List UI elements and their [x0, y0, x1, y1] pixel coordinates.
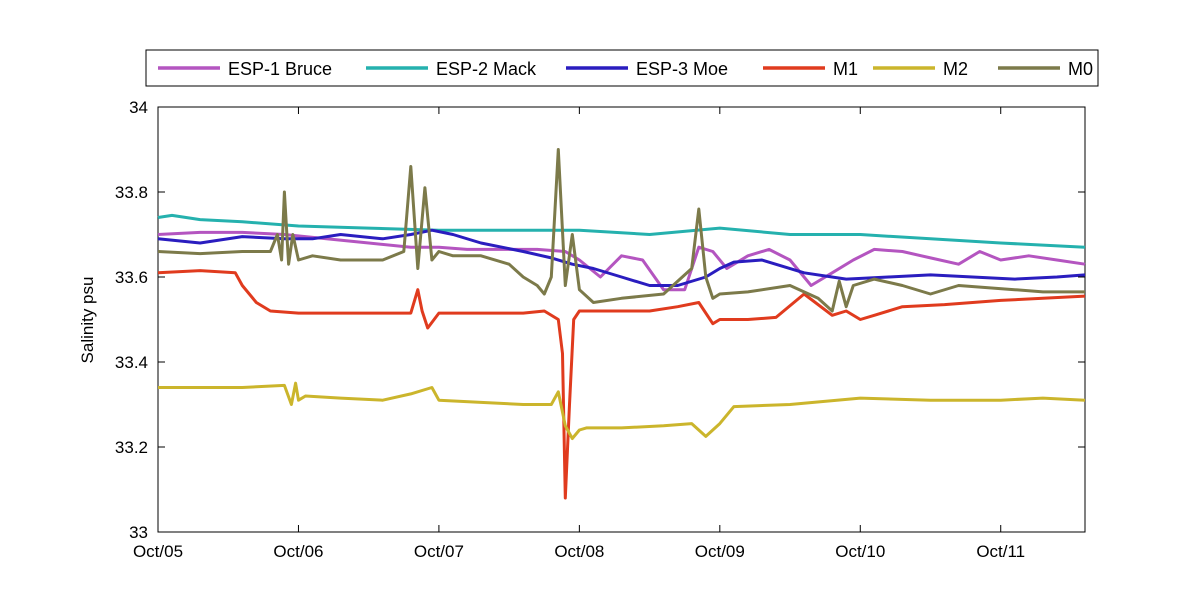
x-axis: Oct/05 Oct/06 Oct/07 Oct/08 Oct/09 Oct/10 Oct/…	[133, 107, 1025, 561]
x-tick-label: Oct/09	[695, 542, 745, 561]
series-line-esp-3-moe	[157, 228, 1086, 287]
series-line-m0	[157, 148, 1085, 313]
y-tick-label: 33.8	[115, 183, 148, 202]
x-tick-label: Oct/11	[976, 542, 1025, 561]
series-line-m1	[157, 269, 1086, 500]
x-tick-label: Oct/10	[835, 542, 885, 561]
y-axis-label: Salinity psu	[78, 277, 97, 364]
legend: ESP-1 Bruce ESP-2 Mack ESP-3 Moe M1 M2 M0	[158, 59, 1093, 79]
y-tick-label: 33.6	[115, 268, 148, 287]
y-tick-label: 33	[129, 523, 148, 542]
y-axis: 33 33.2 33.4 33.6 33.8 34	[115, 98, 1085, 542]
y-tick-label: 33.2	[115, 438, 148, 457]
legend-label-esp-2-mack: ESP-2 Mack	[436, 59, 537, 79]
series-line-m2	[158, 381, 1086, 440]
legend-label-esp-1-bruce: ESP-1 Bruce	[228, 59, 332, 79]
y-tick-label: 33.4	[115, 353, 148, 372]
legend-label-m2: M2	[943, 59, 968, 79]
x-tick-label: Oct/05	[133, 542, 183, 561]
legend-label-m0: M0	[1068, 59, 1093, 79]
plot-area	[157, 106, 1086, 533]
y-tick-label: 34	[129, 98, 148, 117]
series-layer	[157, 148, 1086, 500]
x-tick-label: Oct/08	[554, 542, 604, 561]
x-tick-label: Oct/07	[414, 542, 464, 561]
legend-label-m1: M1	[833, 59, 858, 79]
legend-label-esp-3-moe: ESP-3 Moe	[636, 59, 728, 79]
x-tick-label: Oct/06	[273, 542, 323, 561]
series-line-esp-2-mack	[157, 213, 1086, 249]
